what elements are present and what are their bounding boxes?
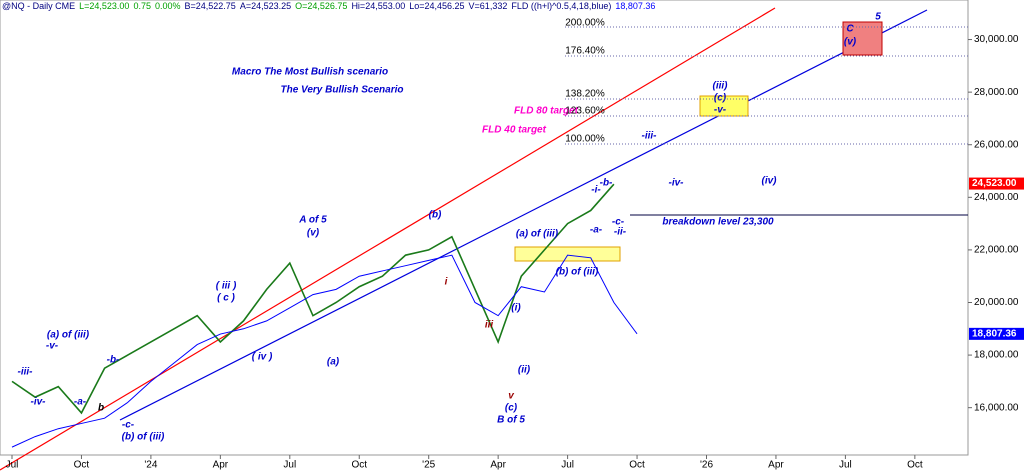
x-tick-label: Oct [907,460,923,471]
fib-label: 100.00% [565,134,605,145]
wave-label: A of 5 [298,215,327,226]
wave-label: -a- [74,397,87,408]
header-field: L=24,523.00 [79,1,130,11]
wave-label: FLD 80 target [514,106,579,117]
x-tick-label: Jul [839,460,852,471]
fld-line [11,254,638,448]
y-tick-label: 18,000.00 [974,350,1019,361]
wave-label: (b) of (iii) [122,432,165,443]
wave-label: -v- [714,105,727,116]
chart-title: Macro The Most Bullish scenario [232,67,388,78]
header-field: B=24,522.75 [184,1,236,11]
header-field: 0.00% [154,1,181,11]
wave-label: C [846,24,854,35]
wave-label: (b) of (iii) [556,267,599,278]
x-tick-label: Oct [629,460,645,471]
x-tick-label: Oct [74,460,90,471]
last-price-label: 24,523.00 [972,178,1017,189]
wave-label: ( iv ) [252,352,273,363]
price-line [11,183,615,415]
wave-label: -c- [122,420,135,431]
x-tick-label: '24 [144,460,157,471]
lower-channel-line [119,9,928,421]
x-tick-label: Jul [283,460,296,471]
wave-label: v [508,391,515,402]
upper-channel-line [0,7,776,471]
wave-label: FLD 40 target [482,125,547,136]
y-tick-label: 28,000.00 [974,87,1019,98]
x-tick-label: Jul [6,460,19,471]
target-box [514,246,621,262]
x-tick-label: Apr [768,460,784,471]
x-tick-label: Apr [213,460,229,471]
y-tick-label: 24,000.00 [974,192,1019,203]
header-field: FLD ((h+l)^0.5,4,18,blue) [511,1,612,11]
wave-label: (b) [429,210,442,221]
wave-label: (i) [511,303,521,314]
header-field: 18,807.36 [615,1,656,11]
wave-label: -b- [107,355,120,366]
last-price-label-box [969,177,1024,190]
y-tick-label: 20,000.00 [974,297,1019,308]
wave-label: (c) [714,93,727,104]
x-tick-label: Apr [490,460,506,471]
wave-label: -iii- [18,367,34,378]
wave-label: ( iii ) [216,281,237,292]
wave-label: (a) of (iii) [47,330,90,341]
y-tick-label: 26,000.00 [974,139,1019,150]
wave-label: -i- [591,185,601,196]
wave-label: (a) [327,357,340,368]
fld-price-label-box [969,327,1024,340]
wave-label: -c- [612,217,625,228]
wave-label: breakdown level 23,300 [662,217,774,228]
fib-label: 138.20% [565,89,605,100]
x-tick-label: '25 [422,460,435,471]
fib-label: 123.60% [565,106,605,117]
wave-label: i [445,277,448,288]
wave-label: -iv- [669,178,685,189]
wave-label: -iii- [642,131,658,142]
wave-label: (v) [307,228,320,239]
y-tick-label: 22,000.00 [974,245,1019,256]
chart-subtitle: The Very Bullish Scenario [280,85,403,96]
wave-label: B of 5 [497,415,525,426]
header-field: O=24,526.75 [295,1,348,11]
wave-label: 5 [875,12,881,23]
wave-label: ( c ) [217,293,235,304]
wave-label: -b- [600,178,613,189]
y-tick-label: 30,000.00 [974,34,1019,45]
wave-label: iii [485,320,494,331]
header-field: Lo=24,456.25 [409,1,465,11]
wave-label: b [98,403,104,414]
fib-label: 200.00% [565,18,605,29]
wave-label: -v- [46,341,59,352]
x-tick-label: Oct [351,460,367,471]
header-field: 0.75 [133,1,151,11]
fib-label: 176.40% [565,46,605,57]
header-field: A=24,523.25 [239,1,292,11]
wave-label: -iv- [31,397,47,408]
wave-label: (v) [844,37,857,48]
wave-label: (iii) [713,81,729,92]
wave-label: (c) [505,403,518,414]
x-tick-label: '26 [700,460,713,471]
header-field: Hi=24,553.00 [351,1,406,11]
header: @NQ - Daily CME L=24,523.00 0.75 0.00% B=24,… [2,1,659,11]
fld-price-label: 18,807.36 [972,328,1017,339]
wave-label: -a- [590,225,603,236]
header-field: @NQ - Daily CME [2,1,76,11]
wave-label: -ii- [614,227,627,238]
wave-label: (a) of (iii) [516,229,559,240]
header-field: V=61,332 [468,1,508,11]
wave-label: (iv) [762,176,778,187]
y-tick-label: 16,000.00 [974,402,1019,413]
plot-frame [0,0,969,456]
x-tick-label: Jul [561,460,574,471]
wave-label: (ii) [518,365,531,376]
